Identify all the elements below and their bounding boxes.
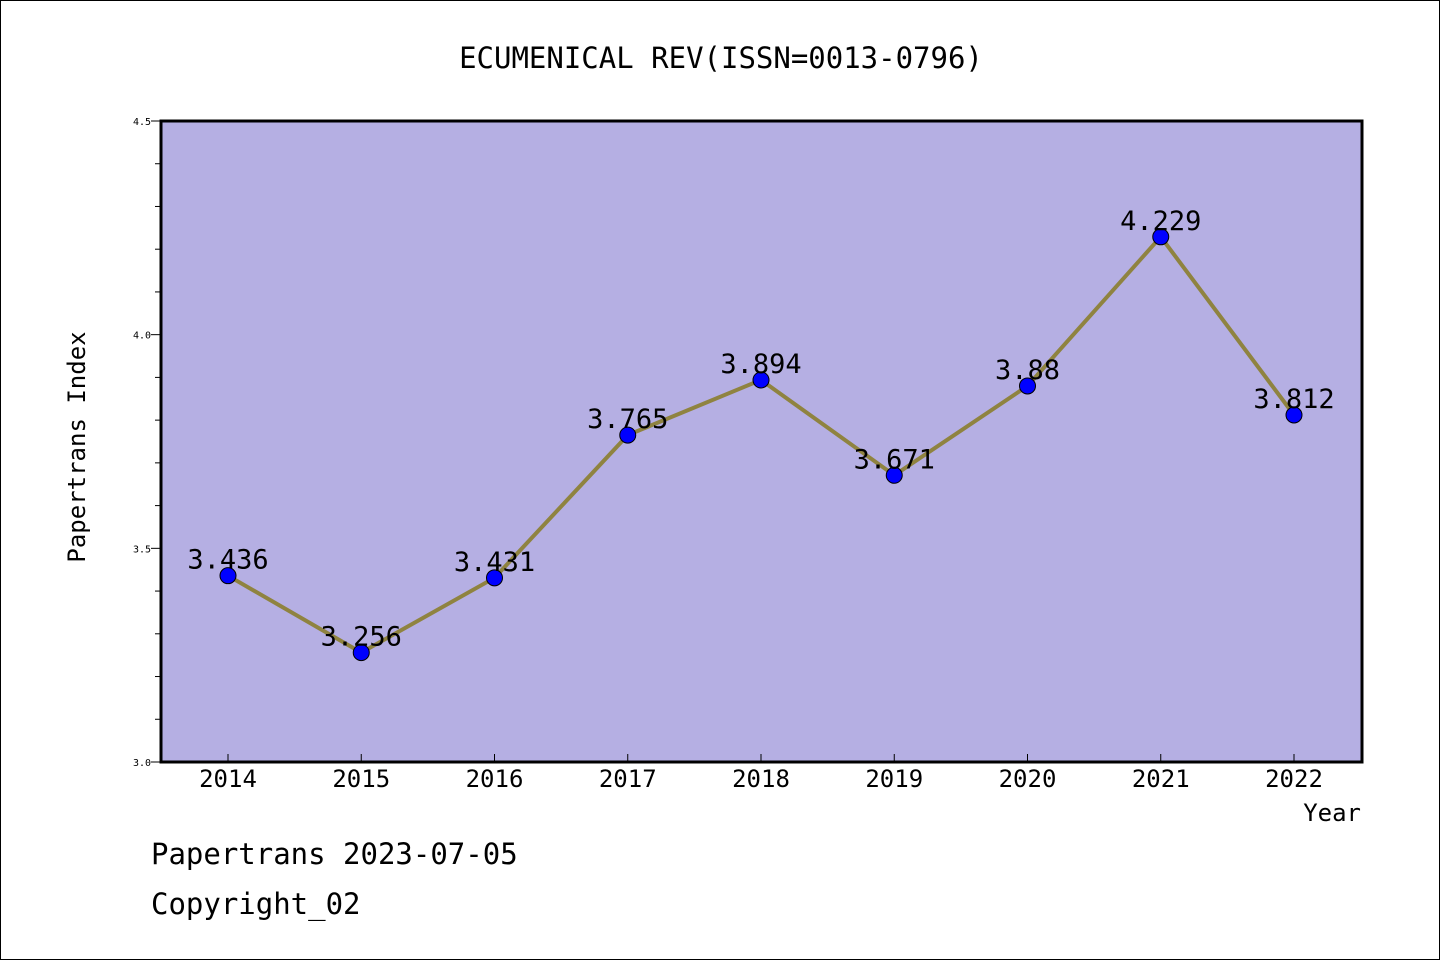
data-label: 3.436 <box>187 545 268 576</box>
data-series: 3.436 3.256 3.431 3.765 3.894 3.671 3.88 4.229 3… <box>187 206 1335 662</box>
data-point <box>486 569 503 587</box>
y-tick-label: 3.5 <box>133 544 151 555</box>
x-tick-label: 2020 <box>999 765 1057 793</box>
y-tick-label: 4.0 <box>133 331 151 342</box>
data-point <box>752 371 770 389</box>
x-tick-label: 2021 <box>1132 765 1190 793</box>
x-tick-label: 2018 <box>732 765 790 793</box>
y-axis-label: Papertrans Index <box>63 331 91 562</box>
x-tick-label: 2015 <box>332 765 390 793</box>
data-label: 3.765 <box>587 404 668 435</box>
x-tick-label: 2022 <box>1265 765 1323 793</box>
x-tick-label: 2019 <box>865 765 923 793</box>
data-label: 3.431 <box>454 547 535 578</box>
data-point <box>219 567 237 585</box>
data-point <box>1285 406 1303 424</box>
data-label: 3.671 <box>854 444 935 475</box>
data-label: 3.894 <box>720 349 801 380</box>
data-point <box>1019 377 1036 395</box>
x-tick-label: 2014 <box>199 765 257 793</box>
footer-copyright-line: Copyright_02 <box>151 887 361 921</box>
y-axis: 3.0 3.5 4.0 4.5 <box>133 117 161 769</box>
x-tick-label: 2017 <box>599 765 657 793</box>
x-axis: 2014 2015 2016 2017 2018 2019 2020 2021 2022 <box>199 754 1323 793</box>
footer-date-line: Papertrans 2023-07-05 <box>151 837 518 871</box>
data-point <box>619 426 637 444</box>
data-label: 4.229 <box>1120 206 1201 237</box>
data-label: 3.256 <box>321 622 402 653</box>
x-axis-label: Year <box>1303 799 1361 827</box>
y-tick-label: 3.0 <box>133 758 151 769</box>
data-label: 3.88 <box>995 355 1060 386</box>
data-point <box>352 644 370 662</box>
y-tick-label: 4.5 <box>133 117 151 128</box>
x-tick-label: 2016 <box>466 765 524 793</box>
data-point <box>885 466 903 484</box>
chart-title: ECUMENICAL REV(ISSN=0013-0796) <box>459 41 983 75</box>
data-label: 3.812 <box>1253 384 1334 415</box>
data-point <box>1152 228 1170 246</box>
